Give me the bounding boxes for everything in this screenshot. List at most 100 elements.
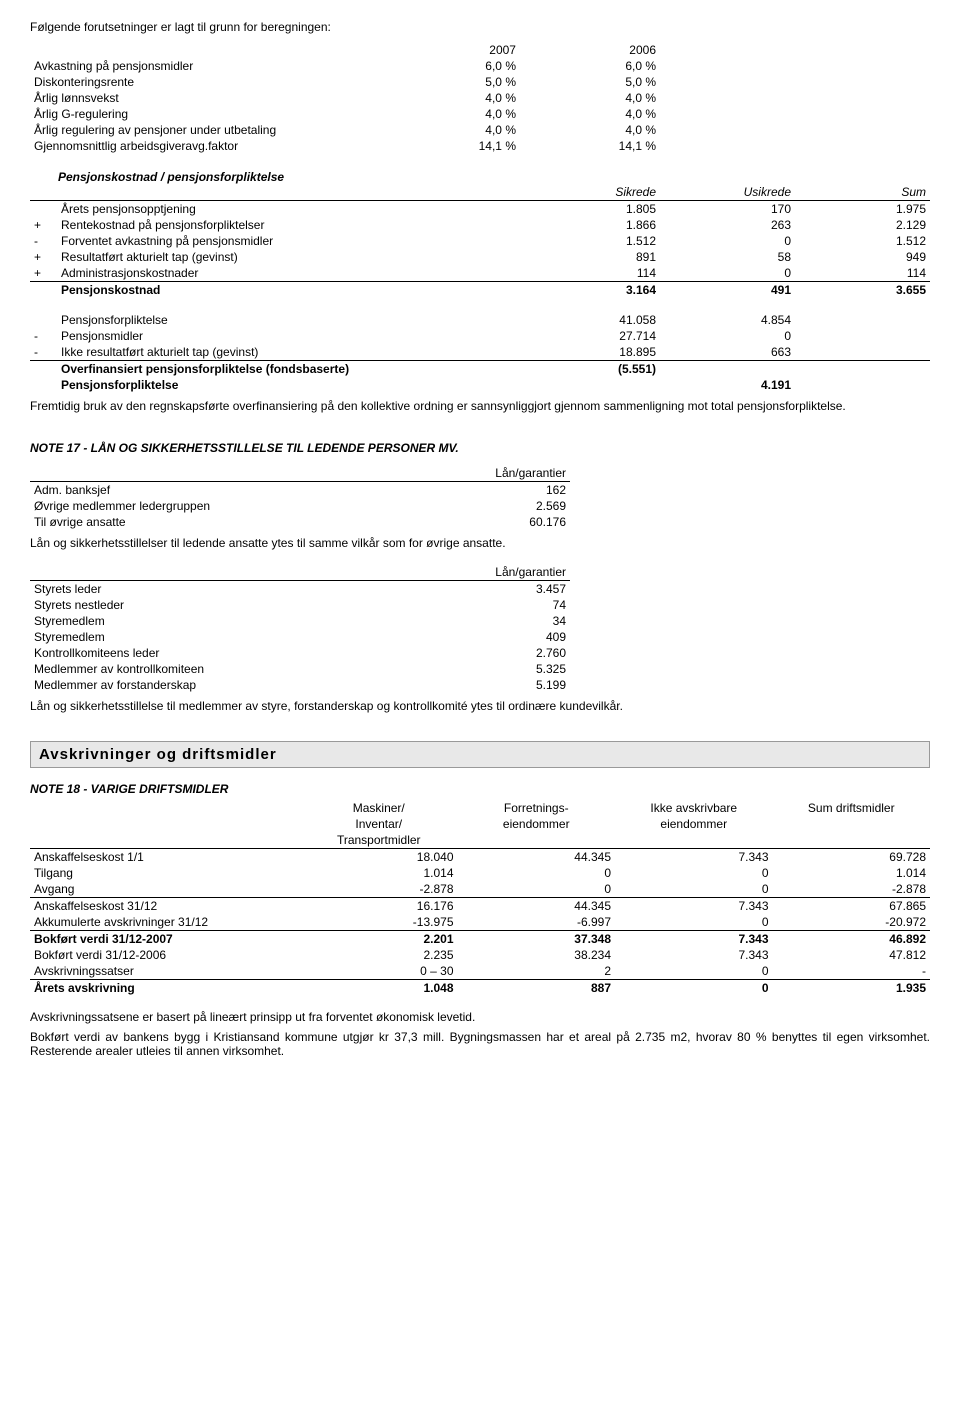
intro-text: Følgende forutsetninger er lagt til grun… [30, 20, 930, 34]
drift-a: 18.040 [300, 849, 458, 866]
pl-a: 27.714 [525, 328, 660, 344]
loan-row-label: Adm. banksjef [30, 482, 408, 499]
drift-a: 2.201 [300, 931, 458, 948]
drift-c: 0 [615, 963, 773, 980]
n18-h1c: Transportmidler [300, 832, 458, 849]
drift-b: 44.345 [458, 849, 616, 866]
drift-label: Årets avskrivning [30, 980, 300, 997]
drift-a: 0 – 30 [300, 963, 458, 980]
loan-row-label: Styrets nestleder [30, 597, 408, 613]
drift-d: -2.878 [773, 881, 931, 898]
note17-title: NOTE 17 - LÅN OG SIKKERHETSSTILLELSE TIL… [30, 441, 930, 455]
loan-row-label: Styremedlem [30, 613, 408, 629]
loan1-header: Lån/garantier [408, 465, 570, 482]
loan-row-val: 5.199 [408, 677, 570, 693]
drift-c: 7.343 [615, 931, 773, 948]
pc-label: Årets pensjonsopptjening [57, 201, 525, 218]
drift-d: 67.865 [773, 898, 931, 915]
pl-op [30, 312, 57, 328]
pl-over-label: Overfinansiert pensjonsforpliktelse (fon… [57, 361, 525, 378]
drift-label: Avgang [30, 881, 300, 898]
pc-a: 891 [525, 249, 660, 265]
drift-b: 37.348 [458, 931, 616, 948]
pc-total-a: 3.164 [525, 282, 660, 299]
assump-row-v2: 5,0 % [520, 74, 660, 90]
drift-d: 1.935 [773, 980, 931, 997]
pc-label: Forventet avkastning på pensjonsmidler [57, 233, 525, 249]
assump-row-v2: 6,0 % [520, 58, 660, 74]
assump-row-v1: 6,0 % [380, 58, 520, 74]
assump-row-label: Gjennomsnittlig arbeidsgiveravg.faktor [30, 138, 380, 154]
n18-h4: Sum driftsmidler [773, 800, 931, 816]
drift-c: 0 [615, 881, 773, 898]
pl-a: 18.895 [525, 344, 660, 361]
pc-a: 1.512 [525, 233, 660, 249]
pc-b: 170 [660, 201, 795, 218]
pc-b: 0 [660, 233, 795, 249]
n18-h2a: Forretnings- [458, 800, 616, 816]
drift-b: 887 [458, 980, 616, 997]
pc-op: - [30, 233, 57, 249]
n18-h1b: Inventar/ [300, 816, 458, 832]
pc-b: 263 [660, 217, 795, 233]
drift-c: 7.343 [615, 849, 773, 866]
pl-a: 41.058 [525, 312, 660, 328]
loan-row-label: Styremedlem [30, 629, 408, 645]
drift-a: -2.878 [300, 881, 458, 898]
drift-c: 7.343 [615, 898, 773, 915]
loan-table-1: Lån/garantier Adm. banksjef 162Øvrige me… [30, 465, 570, 530]
loan-row-label: Kontrollkomiteens leder [30, 645, 408, 661]
drift-a: 16.176 [300, 898, 458, 915]
assump-row-v2: 4,0 % [520, 106, 660, 122]
pl-liab-label: Pensjonsforpliktelse [57, 377, 525, 393]
pl-label: Pensjonsmidler [57, 328, 525, 344]
drift-a: 1.014 [300, 865, 458, 881]
loan-row-val: 3.457 [408, 581, 570, 598]
n18-h3a: Ikke avskrivbare [615, 800, 773, 816]
assump-year2: 2006 [520, 42, 660, 58]
loan-row-val: 74 [408, 597, 570, 613]
drift-d: 46.892 [773, 931, 931, 948]
assump-row-label: Årlig regulering av pensjoner under utbe… [30, 122, 380, 138]
drift-a: -13.975 [300, 914, 458, 931]
section-bar-depreciation: Avskrivninger og driftsmidler [30, 741, 930, 768]
assump-row-label: Avkastning på pensjonsmidler [30, 58, 380, 74]
drift-d: - [773, 963, 931, 980]
note18-foot2: Bokført verdi av bankens bygg i Kristian… [30, 1030, 930, 1058]
pc-label: Rentekostnad på pensjonsforpliktelser [57, 217, 525, 233]
pc-total-c: 3.655 [795, 282, 930, 299]
loan-row-val: 409 [408, 629, 570, 645]
n18-h2b: eiendommer [458, 816, 616, 832]
drift-label: Avskrivningssatser [30, 963, 300, 980]
pl-op: - [30, 344, 57, 361]
assump-row-label: Diskonteringsrente [30, 74, 380, 90]
drift-b: -6.997 [458, 914, 616, 931]
pc-op [30, 201, 57, 218]
pc-op: + [30, 217, 57, 233]
pl-b: 4.854 [660, 312, 795, 328]
pc-a: 1.805 [525, 201, 660, 218]
loan-row-val: 162 [408, 482, 570, 499]
drift-label: Tilgang [30, 865, 300, 881]
loan-row-val: 60.176 [408, 514, 570, 530]
pension-liab-table: Pensjonsforpliktelse 41.058 4.854 - Pens… [30, 312, 930, 393]
assump-row-v2: 4,0 % [520, 90, 660, 106]
assump-row-v1: 4,0 % [380, 90, 520, 106]
pl-liab-val: 4.191 [660, 377, 795, 393]
drift-label: Anskaffelseskost 1/1 [30, 849, 300, 866]
pl-b: 0 [660, 328, 795, 344]
loan-row-label: Medlemmer av forstanderskap [30, 677, 408, 693]
pc-h2: Usikrede [660, 184, 795, 201]
pl-over-val: (5.551) [525, 361, 660, 378]
assump-row-label: Årlig G-regulering [30, 106, 380, 122]
drift-label: Anskaffelseskost 31/12 [30, 898, 300, 915]
pl-b: 663 [660, 344, 795, 361]
assump-row-v1: 4,0 % [380, 122, 520, 138]
assump-row-v2: 14,1 % [520, 138, 660, 154]
drift-c: 0 [615, 914, 773, 931]
assump-row-v1: 14,1 % [380, 138, 520, 154]
pc-total-label: Pensjonskostnad [57, 282, 525, 299]
pc-label: Resultatført akturielt tap (gevinst) [57, 249, 525, 265]
drift-label: Bokført verdi 31/12-2006 [30, 947, 300, 963]
pc-a: 1.866 [525, 217, 660, 233]
